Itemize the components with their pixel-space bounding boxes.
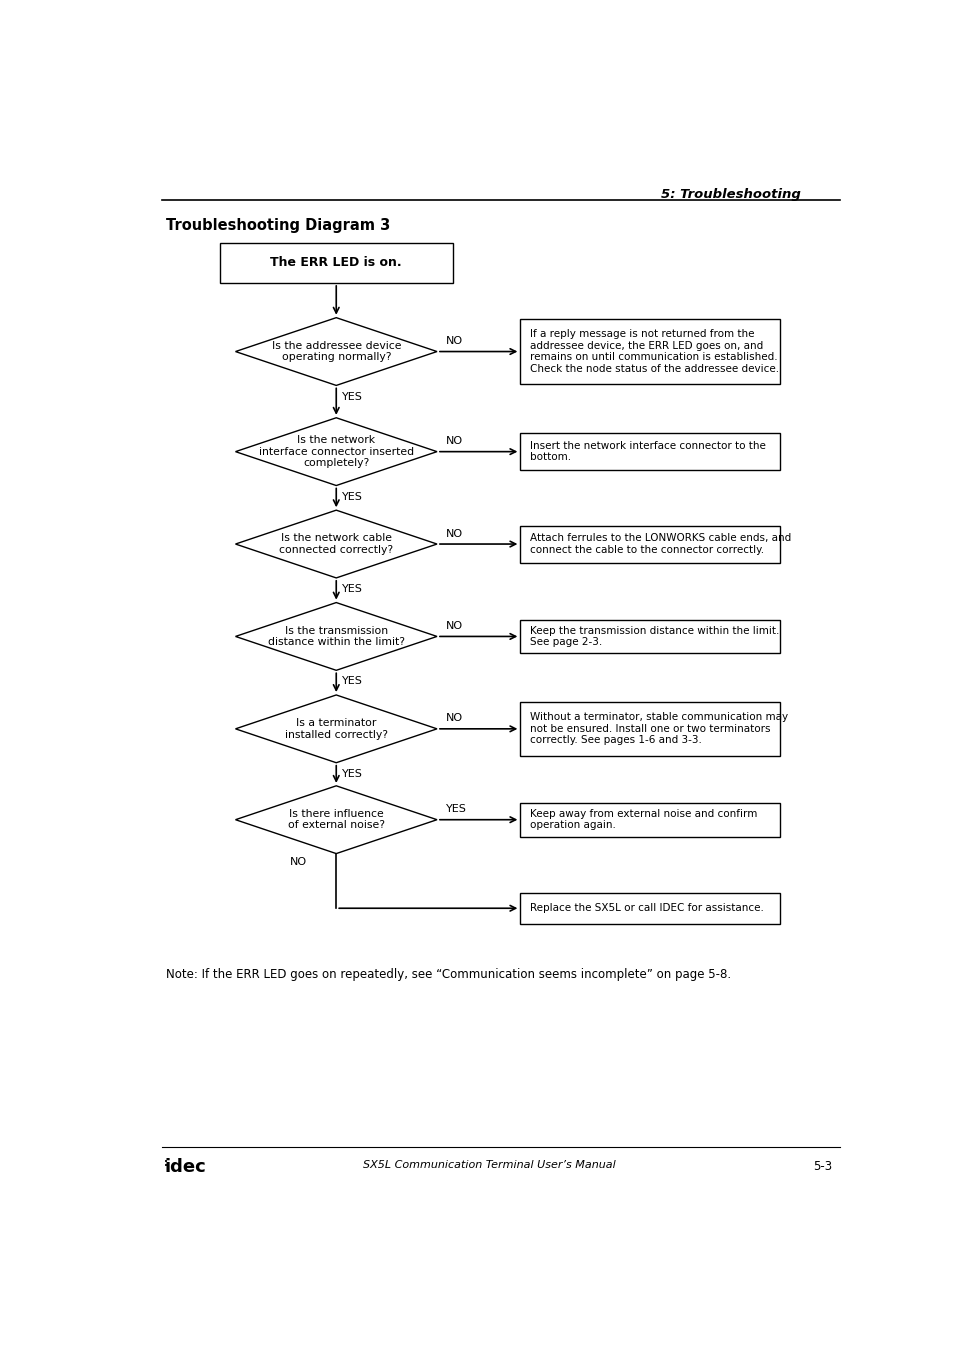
Text: NO: NO (446, 621, 463, 631)
Text: idec: idec (164, 1158, 206, 1175)
Text: YES: YES (342, 584, 363, 594)
Text: Attach ferrules to the LONWORKS cable ends, and
connect the cable to the connect: Attach ferrules to the LONWORKS cable en… (529, 534, 790, 555)
Text: Replace the SX5L or call IDEC for assistance.: Replace the SX5L or call IDEC for assist… (529, 904, 762, 913)
Text: YES: YES (446, 804, 467, 815)
Text: NO: NO (446, 528, 463, 539)
FancyBboxPatch shape (220, 243, 452, 282)
FancyBboxPatch shape (519, 526, 780, 562)
FancyBboxPatch shape (519, 802, 780, 836)
Polygon shape (235, 417, 436, 485)
Polygon shape (235, 317, 436, 385)
Text: Is the addressee device
operating normally?: Is the addressee device operating normal… (272, 340, 400, 362)
Text: Is the transmission
distance within the limit?: Is the transmission distance within the … (268, 626, 404, 647)
Text: YES: YES (342, 769, 363, 780)
Polygon shape (235, 511, 436, 578)
Text: Is the network cable
connected correctly?: Is the network cable connected correctly… (279, 534, 393, 555)
FancyBboxPatch shape (519, 434, 780, 470)
FancyBboxPatch shape (519, 620, 780, 654)
Text: Is there influence
of external noise?: Is there influence of external noise? (288, 809, 384, 831)
Text: Keep away from external noise and confirm
operation again.: Keep away from external noise and confir… (529, 809, 756, 831)
Text: 5: Troubleshooting: 5: Troubleshooting (660, 188, 801, 200)
Text: YES: YES (342, 677, 363, 686)
Polygon shape (235, 786, 436, 854)
Text: If a reply message is not returned from the
addressee device, the ERR LED goes o: If a reply message is not returned from … (529, 330, 778, 374)
Text: Troubleshooting Diagram 3: Troubleshooting Diagram 3 (166, 219, 390, 234)
Text: Is a terminator
installed correctly?: Is a terminator installed correctly? (284, 717, 387, 739)
Text: Without a terminator, stable communication may
not be ensured. Install one or tw: Without a terminator, stable communicati… (529, 712, 787, 746)
Text: NO: NO (446, 713, 463, 723)
Text: NO: NO (446, 436, 463, 446)
Text: NO: NO (290, 858, 307, 867)
Text: The ERR LED is on.: The ERR LED is on. (270, 257, 401, 269)
Text: 5-3: 5-3 (812, 1161, 831, 1173)
Text: SX5L Communication Terminal User’s Manual: SX5L Communication Terminal User’s Manua… (362, 1161, 615, 1170)
Polygon shape (235, 694, 436, 763)
Text: YES: YES (342, 492, 363, 501)
FancyBboxPatch shape (519, 893, 780, 924)
Text: YES: YES (342, 392, 363, 401)
Text: Note: If the ERR LED goes on repeatedly, see “Communication seems incomplete” on: Note: If the ERR LED goes on repeatedly,… (166, 967, 730, 981)
FancyBboxPatch shape (519, 319, 780, 384)
Text: :: : (164, 1158, 168, 1167)
FancyBboxPatch shape (519, 703, 780, 755)
Polygon shape (235, 603, 436, 670)
Text: Insert the network interface connector to the
bottom.: Insert the network interface connector t… (529, 440, 764, 462)
Text: NO: NO (446, 336, 463, 346)
Text: Is the network
interface connector inserted
completely?: Is the network interface connector inser… (258, 435, 414, 469)
Text: Keep the transmission distance within the limit.
See page 2-3.: Keep the transmission distance within th… (529, 626, 779, 647)
